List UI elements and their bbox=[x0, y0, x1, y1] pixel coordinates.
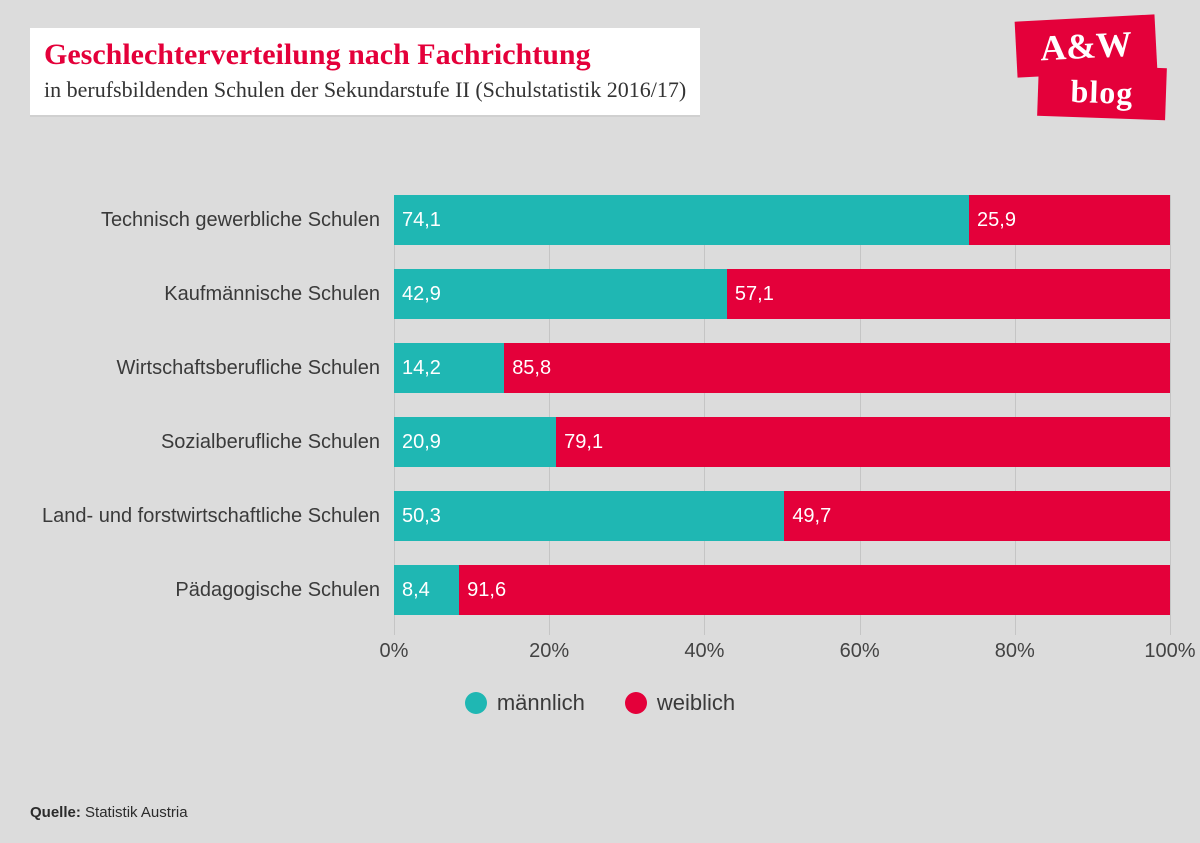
legend-swatch-female bbox=[625, 692, 647, 714]
category-label: Kaufmännische Schulen bbox=[20, 269, 380, 319]
stacked-bar: 42,957,1 bbox=[394, 269, 1170, 319]
chart-title: Geschlechterverteilung nach Fachrichtung bbox=[44, 38, 686, 71]
stacked-bar: 8,491,6 bbox=[394, 565, 1170, 615]
bar-segment-female: 85,8 bbox=[504, 343, 1170, 393]
stacked-bar: 14,285,8 bbox=[394, 343, 1170, 393]
x-tick-label: 20% bbox=[529, 640, 569, 663]
category-label: Wirtschaftsberufliche Schulen bbox=[20, 343, 380, 393]
bar-segment-male: 8,4 bbox=[394, 565, 459, 615]
bar-segment-female: 79,1 bbox=[556, 417, 1170, 467]
bar-row: Wirtschaftsberufliche Schulen14,285,8 bbox=[30, 343, 1170, 393]
bar-segment-female: 57,1 bbox=[727, 269, 1170, 319]
bar-segment-female: 49,7 bbox=[784, 491, 1170, 541]
category-label: Technisch gewerbliche Schulen bbox=[20, 195, 380, 245]
stacked-bar: 74,125,9 bbox=[394, 195, 1170, 245]
bar-row: Pädagogische Schulen8,491,6 bbox=[30, 565, 1170, 615]
chart-area: 0%20%40%60%80%100% Technisch gewerbliche… bbox=[30, 195, 1170, 705]
bar-segment-male: 20,9 bbox=[394, 417, 556, 467]
x-tick-label: 100% bbox=[1144, 640, 1195, 663]
logo-tile-bottom: blog bbox=[1037, 64, 1167, 120]
bar-row: Sozialberufliche Schulen20,979,1 bbox=[30, 417, 1170, 467]
x-tick-label: 0% bbox=[380, 640, 409, 663]
bar-row: Technisch gewerbliche Schulen74,125,9 bbox=[30, 195, 1170, 245]
brand-logo: A&W blog bbox=[1010, 18, 1170, 128]
source-prefix: Quelle: bbox=[30, 804, 81, 821]
title-block: Geschlechterverteilung nach Fachrichtung… bbox=[30, 28, 700, 115]
bar-row: Kaufmännische Schulen42,957,1 bbox=[30, 269, 1170, 319]
bar-segment-male: 50,3 bbox=[394, 491, 784, 541]
chart-subtitle: in berufsbildenden Schulen der Sekundars… bbox=[44, 77, 686, 103]
source-text: Statistik Austria bbox=[85, 804, 188, 821]
stacked-bar: 20,979,1 bbox=[394, 417, 1170, 467]
legend: männlich weiblich bbox=[30, 690, 1170, 716]
bar-segment-female: 91,6 bbox=[459, 565, 1170, 615]
category-label: Sozialberufliche Schulen bbox=[20, 417, 380, 467]
bar-segment-female: 25,9 bbox=[969, 195, 1170, 245]
legend-item-male: männlich bbox=[465, 690, 585, 716]
gridline bbox=[1170, 195, 1171, 635]
x-tick-label: 60% bbox=[840, 640, 880, 663]
x-tick-label: 40% bbox=[684, 640, 724, 663]
bar-segment-male: 74,1 bbox=[394, 195, 969, 245]
legend-label-female: weiblich bbox=[657, 690, 735, 716]
chart-canvas: Geschlechterverteilung nach Fachrichtung… bbox=[0, 0, 1200, 843]
source-line: Quelle: Statistik Austria bbox=[30, 804, 188, 821]
stacked-bar: 50,349,7 bbox=[394, 491, 1170, 541]
legend-swatch-male bbox=[465, 692, 487, 714]
legend-item-female: weiblich bbox=[625, 690, 735, 716]
bar-segment-male: 14,2 bbox=[394, 343, 504, 393]
x-tick-label: 80% bbox=[995, 640, 1035, 663]
legend-label-male: männlich bbox=[497, 690, 585, 716]
bar-row: Land- und forstwirtschaftliche Schulen50… bbox=[30, 491, 1170, 541]
bar-segment-male: 42,9 bbox=[394, 269, 727, 319]
category-label: Pädagogische Schulen bbox=[20, 565, 380, 615]
category-label: Land- und forstwirtschaftliche Schulen bbox=[20, 491, 380, 541]
